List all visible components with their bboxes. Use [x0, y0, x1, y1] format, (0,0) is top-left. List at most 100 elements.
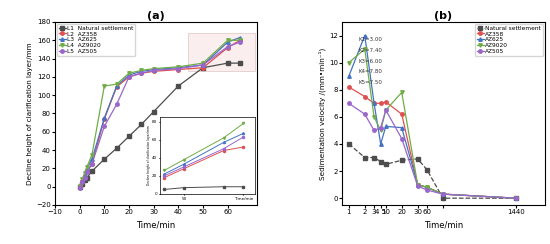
AZ9020 [382, 109, 389, 112]
L2  AZ358 [76, 184, 83, 187]
Line: AZ625: AZ625 [347, 34, 518, 200]
AZ625 [382, 125, 389, 128]
AZ9020 [371, 115, 377, 118]
L4  AZ9020 [79, 178, 85, 181]
Line: L3  AZ625: L3 AZ625 [78, 36, 242, 187]
Y-axis label: Sedimentation velocity /(mm•min⁻¹): Sedimentation velocity /(mm•min⁻¹) [319, 47, 326, 180]
AZ358 [424, 186, 430, 189]
Natural settlement [345, 142, 352, 145]
L3  AZ625 [150, 68, 157, 71]
AZ505 [382, 109, 389, 112]
Line: Natural settlement: Natural settlement [347, 142, 518, 200]
L1  Natural settlement [224, 62, 231, 65]
Natural settlement [513, 197, 519, 200]
Bar [188, 33, 255, 71]
L4  AZ9020 [138, 69, 145, 72]
L2  AZ358 [138, 72, 145, 75]
Title: (b): (b) [434, 11, 453, 21]
L1  Natural settlement [89, 170, 95, 173]
Text: K1=3.00: K1=3.00 [359, 37, 383, 42]
L1  Natural settlement [126, 135, 133, 138]
AZ358 [414, 183, 421, 186]
AZ505 [371, 129, 377, 132]
L2  AZ358 [81, 175, 88, 178]
L3  AZ625 [79, 179, 85, 182]
AZ625 [398, 126, 405, 129]
Line: L4  AZ9020: L4 AZ9020 [78, 39, 242, 187]
L2  AZ358 [101, 117, 108, 120]
L4  AZ9020 [200, 62, 206, 65]
L1  Natural settlement [236, 62, 243, 65]
L4  AZ9020 [101, 84, 108, 87]
L1  Natural settlement [113, 147, 120, 150]
L2  AZ358 [236, 39, 243, 42]
AZ9020 [377, 129, 384, 132]
Natural settlement [377, 160, 384, 163]
Y-axis label: Decline height of clarification layer/mm: Decline height of clarification layer/mm [28, 42, 34, 185]
AZ9020 [345, 61, 352, 64]
Line: AZ9020: AZ9020 [347, 47, 518, 200]
AZ625 [513, 197, 519, 200]
L4  AZ9020 [113, 83, 120, 86]
Text: K4=7.80: K4=7.80 [359, 70, 383, 74]
L4  AZ9020 [126, 72, 133, 75]
AZ9020 [361, 48, 368, 51]
L5  AZ505 [81, 176, 88, 179]
L2  AZ358 [200, 66, 206, 69]
AZ625 [424, 186, 430, 189]
L5  AZ505 [175, 67, 182, 70]
L3  AZ625 [76, 184, 83, 187]
Line: AZ505: AZ505 [347, 102, 518, 200]
AZ358 [513, 197, 519, 200]
L2  AZ358 [113, 85, 120, 88]
L4  AZ9020 [175, 65, 182, 68]
L1  Natural settlement [138, 123, 145, 126]
AZ625 [439, 193, 446, 196]
L5  AZ505 [76, 186, 83, 189]
AZ625 [345, 75, 352, 78]
L5  AZ505 [89, 162, 95, 165]
L4  AZ9020 [81, 172, 88, 174]
L1  Natural settlement [101, 158, 108, 161]
Natural settlement [382, 163, 389, 166]
L3  AZ625 [138, 70, 145, 73]
L1  Natural settlement [150, 110, 157, 113]
L2  AZ358 [84, 170, 90, 173]
Line: L2  AZ358: L2 AZ358 [78, 39, 242, 187]
AZ9020 [439, 193, 446, 196]
L5  AZ505 [79, 181, 85, 183]
L4  AZ9020 [224, 39, 231, 42]
Natural settlement [414, 157, 421, 160]
L3  AZ625 [101, 117, 108, 120]
Text: K3=6.00: K3=6.00 [359, 59, 383, 64]
Title: (a): (a) [147, 11, 165, 21]
L5  AZ505 [138, 72, 145, 75]
AZ9020 [414, 183, 421, 186]
Natural settlement [398, 159, 405, 162]
L1  Natural settlement [200, 66, 206, 69]
L3  AZ625 [175, 66, 182, 69]
L5  AZ505 [200, 63, 206, 66]
L4  AZ9020 [84, 165, 90, 168]
L3  AZ625 [81, 173, 88, 176]
L5  AZ505 [101, 125, 108, 128]
L2  AZ358 [224, 46, 231, 49]
L5  AZ505 [236, 41, 243, 43]
L1  Natural settlement [175, 84, 182, 87]
L1  Natural settlement [81, 179, 88, 182]
AZ505 [513, 197, 519, 200]
L4  AZ9020 [236, 39, 243, 42]
Line: L1  Natural settlement: L1 Natural settlement [78, 61, 242, 188]
L2  AZ358 [126, 75, 133, 78]
L2  AZ358 [89, 162, 95, 165]
X-axis label: Time/min: Time/min [424, 221, 463, 230]
Natural settlement [439, 197, 446, 200]
L4  AZ9020 [150, 67, 157, 70]
AZ505 [398, 137, 405, 140]
AZ358 [371, 102, 377, 105]
X-axis label: Time/min: Time/min [136, 221, 176, 230]
AZ358 [439, 193, 446, 196]
AZ505 [424, 189, 430, 192]
L1  Natural settlement [84, 176, 90, 179]
L2  AZ358 [150, 70, 157, 73]
